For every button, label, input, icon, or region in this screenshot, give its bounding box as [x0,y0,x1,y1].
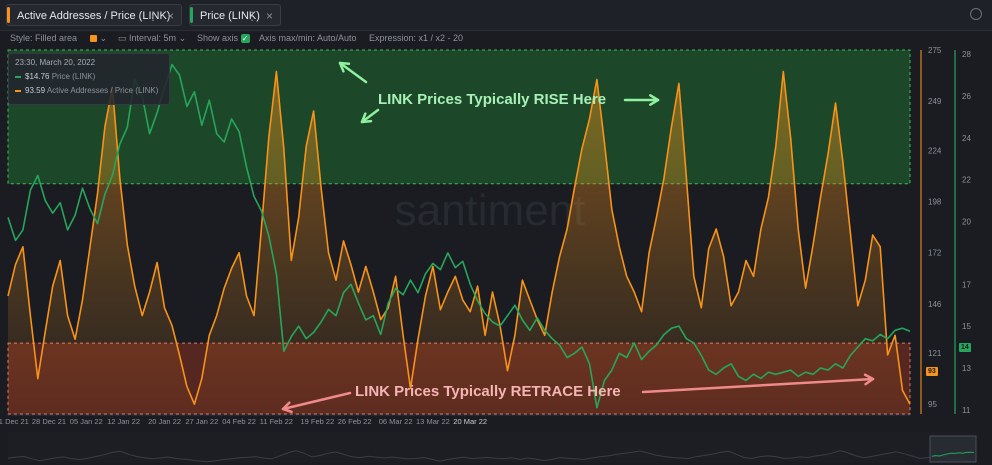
ratio-legend-icon [15,89,21,92]
chart-tab-bar: Active Addresses / Price (LINK) ⋮ × Pric… [0,0,992,31]
ratio-axis-tick-label: 275 [928,46,942,55]
more-options-icon[interactable]: ⋮ [147,9,159,23]
ratio-axis-tick-label: 172 [928,249,942,258]
x-axis-tick-label: 19 Feb 22 [300,417,334,426]
tooltip-row-price: $14.76 Price (LINK) [15,72,95,81]
tooltip-date: 23:30, March 20, 2022 [15,58,96,67]
rise-arrow-1 [338,61,368,84]
price-series-layer [7,63,911,409]
x-axis-tick-label: 05 Jan 22 [70,417,103,426]
rise-arrow-2-head [360,112,373,124]
color-swatch-icon [90,35,97,43]
tooltip-row-ratio: 93.59 Active Addresses / Price (LINK) [15,86,158,95]
price-axis-tick-label: 28 [962,50,971,59]
tab-label: Active Addresses / Price (LINK) [17,10,171,22]
tooltip-price-label: Price (LINK) [51,72,96,81]
x-axis-tick-label: 21 Dec 21 [0,417,29,426]
axis-maxmin-selector[interactable]: Axis max/min: Auto/Auto [259,30,357,46]
interval-selector[interactable]: ▭ Interval: 5m ⌄ [118,33,187,43]
price-axis-tick-label: 13 [962,364,971,373]
annotation-rise: LINK Prices Typically RISE Here [378,91,607,108]
price-axis-tick-label: 20 [962,218,971,227]
x-axis-tick-label: 27 Jan 22 [185,417,218,426]
ratio-axis-tick-label: 95 [928,400,937,409]
tooltip-ratio-value: 93.59 [25,86,46,95]
x-axis-tick-label: 20 Mar 22 [453,417,487,426]
show-axis-label: Show axis [197,33,239,43]
series-color-marker [7,7,10,23]
x-axis-tick-label: 20 Jan 22 [148,417,181,426]
price-axis-tick-label: 17 [962,280,971,289]
x-axis-tick-label: 26 Feb 22 [338,417,372,426]
navigator-selection-window [929,435,977,463]
annotation-arrows [281,61,875,414]
price-axis-tick-label: 24 [962,134,971,143]
axis-maxmin-label: Axis max/min: Auto/Auto [259,33,357,43]
x-axis-tick-label: 11 Feb 22 [260,417,293,426]
more-options-icon[interactable]: ⋮ [246,9,258,23]
expression-label: Expression: x1 / x2 - 20 [369,33,464,43]
expression-field[interactable]: Expression: x1 / x2 - 20 [369,30,463,46]
ratio-axis-tick-label: 198 [928,198,942,207]
chart-tooltip: 23:30, March 20, 2022 $14.76 Price (LINK… [8,53,170,105]
price-axis-tick-label: 11 [962,406,971,415]
tab-active-addresses-price[interactable]: Active Addresses / Price (LINK) ⋮ × [6,4,182,26]
time-navigator [7,432,977,463]
x-axis-tick-label: 28 Dec 21 [32,417,66,426]
tab-label: Price (LINK) [200,10,260,22]
ratio-series-layer [7,70,911,414]
x-axis-tick-label: 06 Mar 22 [379,417,413,426]
ratio-axis-tick-label: 121 [928,349,942,358]
retrace-arrow-right [641,377,875,394]
color-picker[interactable]: ⌄ [90,30,107,46]
retrace-arrow-right-head [863,373,875,386]
x-axis-tick-label: 13 Mar 22 [416,417,450,426]
ratio-axis-tick-label: 224 [928,146,942,155]
price-legend-icon [15,75,21,78]
ratio-current-value-badge: 93 [926,367,938,376]
rise-arrow-1-head [338,61,351,73]
calendar-icon: ▭ [118,33,127,43]
price-line [7,63,911,409]
style-selector[interactable]: Style: Filled area [10,30,77,46]
ratio-axis-tick-label: 146 [928,300,942,309]
style-label: Style: Filled area [10,33,78,43]
close-icon[interactable]: × [166,9,174,23]
interval-label: Interval: 5m [129,33,177,43]
series-color-marker [190,7,193,23]
settings-icon[interactable] [970,8,982,20]
x-axis-tick-label: 04 Feb 22 [222,417,256,426]
price-current-value-badge: 14 [959,343,971,352]
santiment-watermark: santiment [395,186,586,235]
navigator-price-line [931,451,975,457]
tooltip-ratio-label: Active Addresses / Price (LINK) [46,86,159,95]
ratio-axis-tick-label: 249 [928,97,942,106]
price-axis-tick-label: 15 [962,322,971,331]
tab-price-link[interactable]: Price (LINK) ⋮ × [189,4,281,26]
tooltip-price-value: $14.76 [25,72,50,81]
rise-arrow-3-head [649,94,660,106]
x-axis-tick-label: 12 Jan 22 [107,417,140,426]
left-axis: 95 121 146 172 198 224 249 275 [920,46,942,414]
checkbox-checked-icon[interactable]: ✓ [240,34,250,44]
price-axis-tick-label: 22 [962,176,971,185]
chart-toolbar: Style: Filled area ⌄ ▭ Interval: 5m ⌄ Sh… [0,30,992,46]
price-axis-tick-label: 26 [962,92,971,101]
close-icon[interactable]: × [265,9,273,23]
show-axis-toggle[interactable]: Show axis ✓ [197,30,250,46]
annotation-retrace: LINK Prices Typically RETRACE Here [355,383,621,400]
retrace-arrow-left-head [281,401,293,414]
right-axis: 11 13 15 17 20 22 24 26 28 [954,50,971,415]
retrace-arrow-left [281,391,352,411]
navigator-ratio-line [7,450,977,463]
ratio-line [7,70,911,405]
rise-arrow-2 [360,108,380,124]
